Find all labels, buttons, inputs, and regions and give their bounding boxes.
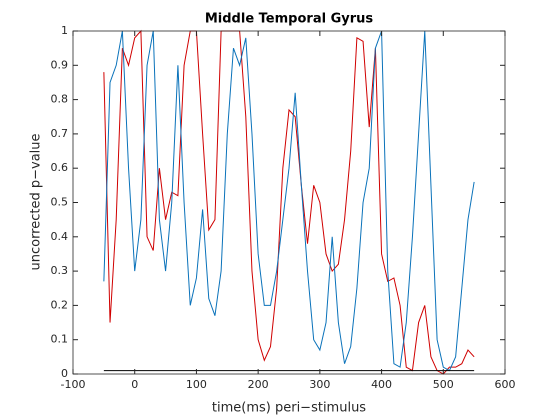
x-tick-label: 200 (248, 378, 269, 391)
x-tick-label: 0 (131, 378, 138, 391)
y-tick-label: 0.6 (51, 161, 69, 174)
x-tick-label: 100 (186, 378, 207, 391)
y-tick-label: 0.4 (51, 230, 69, 243)
x-tick-label: 500 (433, 378, 454, 391)
y-tick-label: 0.8 (51, 93, 69, 106)
y-tick-label: 0.3 (51, 264, 69, 277)
data-line (103, 30, 475, 372)
y-tick-label: 1 (61, 24, 68, 37)
x-tick-label: 400 (371, 378, 392, 391)
x-tick-label: 600 (495, 378, 516, 391)
y-tick-label: 0.9 (51, 58, 69, 71)
y-tick-label: 0.2 (51, 298, 69, 311)
y-tick-label: 0.1 (51, 333, 69, 346)
y-axis-label: uncorrected p−value (29, 133, 44, 270)
y-tick-label: 0.5 (51, 196, 69, 209)
x-tick-label: -100 (61, 378, 86, 391)
y-tick-label: 0.7 (51, 127, 69, 140)
chart-title: Middle Temporal Gyrus (205, 12, 374, 27)
x-tick-label: 300 (309, 378, 330, 391)
x-axis-label: time(ms) peri−stimulus (212, 401, 366, 416)
y-tick-label: 0 (61, 367, 68, 380)
